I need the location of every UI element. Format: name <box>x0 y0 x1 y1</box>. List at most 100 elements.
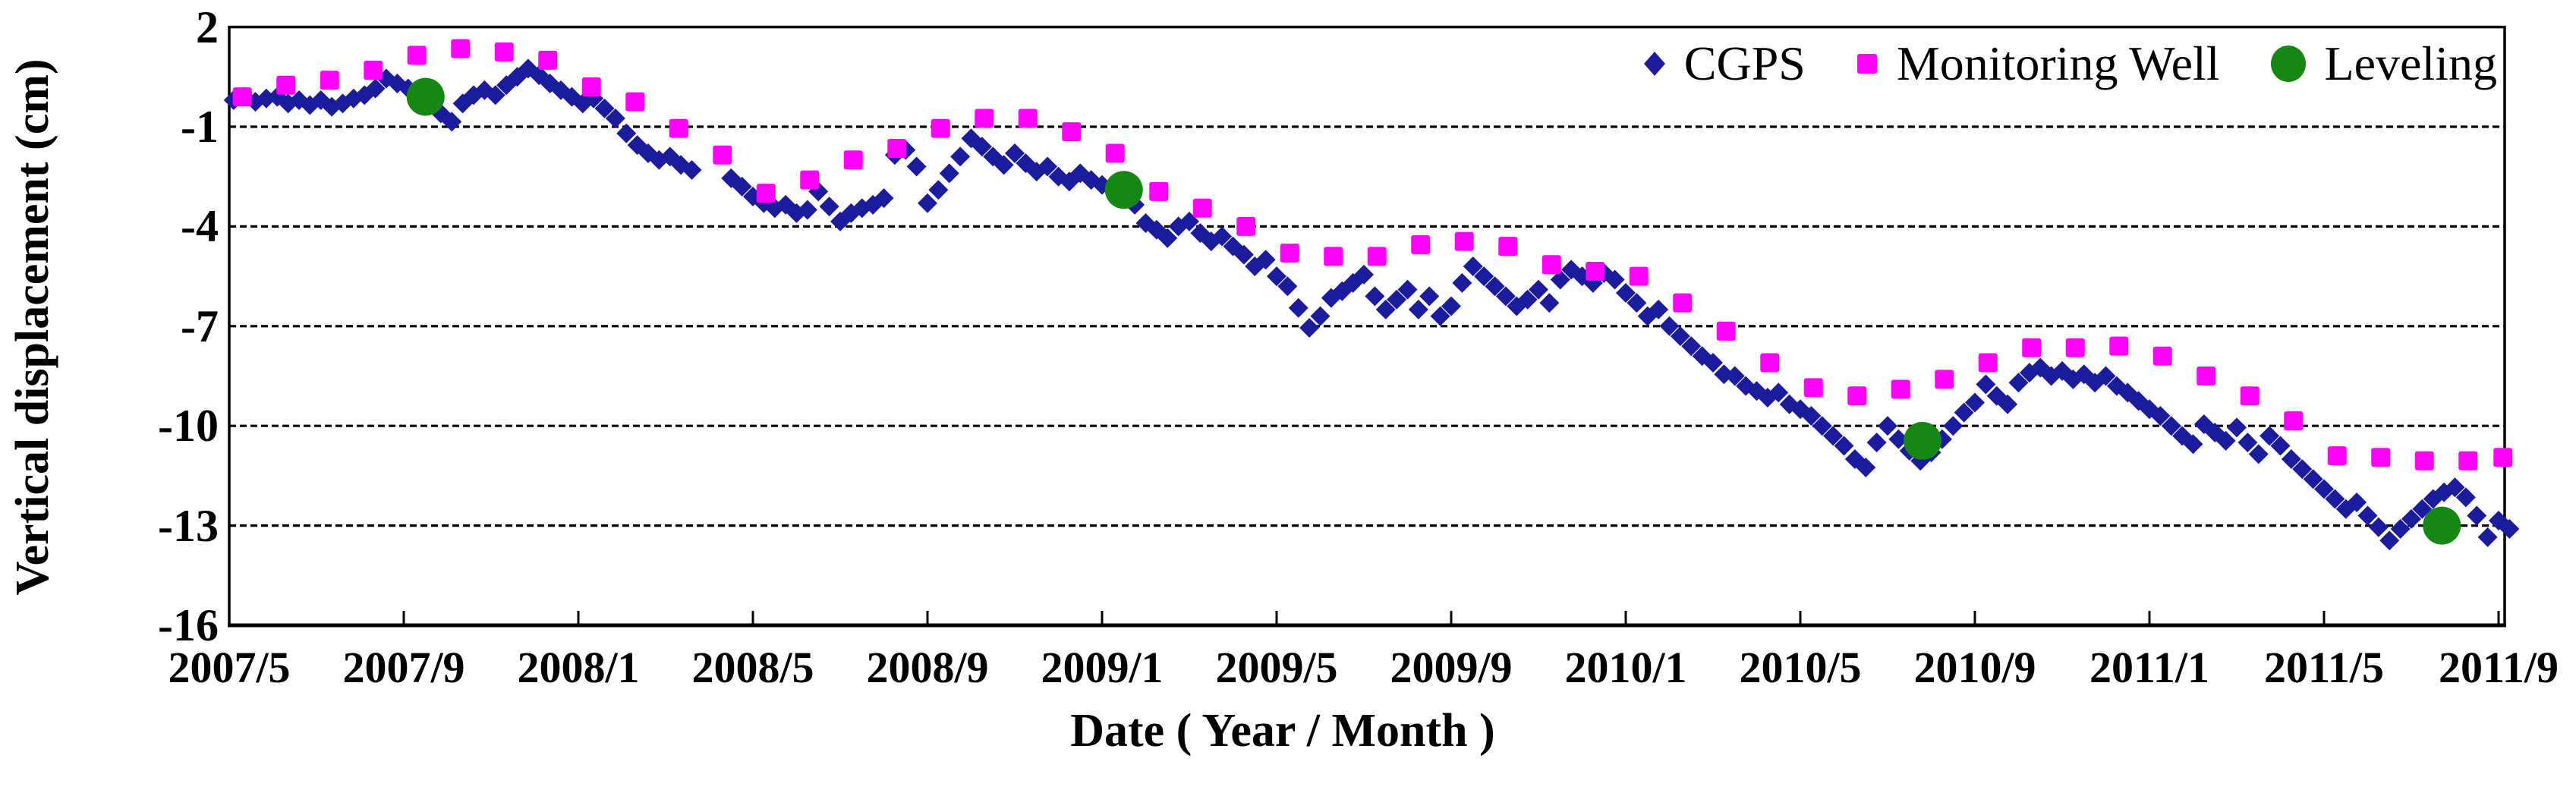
data-point-square <box>1847 386 1867 406</box>
data-point-diamond <box>584 88 604 109</box>
data-point-diamond <box>2401 508 2421 529</box>
data-point-diamond <box>485 85 505 105</box>
y-tick-label: -7 <box>181 301 219 351</box>
data-series-layer <box>223 39 2520 551</box>
data-point-circle <box>406 77 445 116</box>
data-point-diamond <box>2357 505 2378 526</box>
data-point-square <box>494 42 514 61</box>
data-point-diamond <box>2248 444 2269 464</box>
data-point-diamond <box>1267 266 1286 287</box>
data-point-diamond <box>1659 316 1680 336</box>
y-tick-label: -1 <box>181 102 219 152</box>
data-point-diamond <box>1539 293 1560 313</box>
legend-label-monitoring-well: Monitoring Well <box>1896 36 2220 90</box>
data-point-square <box>2493 448 2513 467</box>
data-point-diamond <box>2096 366 2116 386</box>
data-point-square <box>2327 446 2347 466</box>
data-point-diamond <box>2499 518 2520 539</box>
leveling-circle-icon <box>2270 46 2306 82</box>
data-point-diamond <box>1452 272 1472 293</box>
data-point-square <box>2284 411 2304 431</box>
data-point-square <box>2371 448 2391 467</box>
x-tick-label: 2008/5 <box>691 643 814 692</box>
y-tick-label: -4 <box>181 201 219 252</box>
data-point-diamond <box>1157 228 1178 248</box>
data-point-diamond <box>994 155 1014 175</box>
data-point-diamond <box>551 80 571 100</box>
data-point-square <box>1542 255 1561 275</box>
data-point-square <box>2065 338 2085 357</box>
data-point-square <box>669 118 688 138</box>
data-point-square <box>2022 338 2042 357</box>
data-point-diamond <box>1387 289 1407 310</box>
data-point-square <box>1149 181 1169 201</box>
data-point-diamond <box>1812 416 1832 436</box>
data-point-diamond <box>2379 530 2400 551</box>
data-point-diamond <box>1005 143 1025 164</box>
data-point-diamond <box>1408 299 1428 319</box>
data-point-square <box>887 138 907 158</box>
data-point-square <box>2197 367 2216 385</box>
data-point-square <box>1978 353 1998 373</box>
data-point-diamond <box>1354 264 1374 285</box>
x-tick-label: 2010/5 <box>1739 643 1862 692</box>
data-point-diamond <box>1856 457 1876 477</box>
x-tick-label: 2008/1 <box>517 643 640 692</box>
x-axis-title: Date ( Year / Month ) <box>1070 705 1495 757</box>
data-point-diamond <box>1823 426 1844 446</box>
x-tick-label: 2011/1 <box>2089 643 2209 692</box>
data-point-diamond <box>256 88 276 109</box>
data-point-diamond <box>1430 306 1450 326</box>
data-point-square <box>1716 321 1736 341</box>
data-point-diamond <box>1397 279 1418 300</box>
data-point-diamond <box>1495 286 1516 307</box>
data-point-diamond <box>874 188 894 209</box>
data-point-square <box>320 71 339 90</box>
data-point-diamond <box>2455 487 2476 508</box>
data-point-square <box>1760 353 1780 373</box>
legend-item-leveling: Leveling <box>2269 30 2497 97</box>
series-cgps <box>223 58 2520 551</box>
x-tick-label: 2011/9 <box>2439 643 2559 692</box>
data-point-square <box>1673 293 1693 313</box>
data-point-diamond <box>2292 459 2313 480</box>
data-point-diamond <box>616 123 637 143</box>
data-point-square <box>276 75 296 95</box>
legend-label-leveling: Leveling <box>2324 36 2497 90</box>
x-tick-label: 2009/9 <box>1390 643 1513 692</box>
data-point-diamond <box>1550 269 1570 290</box>
data-point-square <box>1367 247 1387 266</box>
data-point-diamond <box>2314 479 2334 499</box>
data-point-diamond <box>1255 250 1276 270</box>
data-point-square <box>843 150 863 170</box>
data-point-diamond <box>1299 317 1320 338</box>
data-point-diamond <box>918 193 937 213</box>
x-tick-label: 2010/9 <box>1913 643 2036 692</box>
axis-ticks-layer <box>228 611 2500 625</box>
data-point-diamond <box>1998 394 2018 414</box>
data-point-circle <box>2423 506 2461 545</box>
data-point-square <box>931 118 950 138</box>
x-tick-label: 2009/1 <box>1041 643 1164 692</box>
data-point-diamond <box>1834 436 1854 456</box>
data-point-square <box>2458 451 2478 470</box>
data-point-square <box>2152 346 2172 366</box>
data-point-square <box>1411 234 1431 254</box>
data-point-square <box>407 46 427 65</box>
data-point-diamond <box>2368 517 2389 537</box>
data-point-square <box>713 145 732 165</box>
data-point-diamond <box>2477 527 2498 547</box>
data-point-diamond <box>1965 392 1985 413</box>
data-point-diamond <box>1627 293 1647 313</box>
data-point-diamond <box>1038 156 1058 177</box>
data-point-diamond <box>797 200 817 220</box>
data-point-diamond <box>2237 433 2258 453</box>
data-point-diamond <box>1703 352 1723 373</box>
data-point-diamond <box>1757 387 1778 408</box>
data-point-diamond <box>1517 289 1538 310</box>
data-point-square <box>364 61 383 80</box>
data-point-square <box>1586 262 1605 282</box>
chart-legend: CGPS Monitoring Well Leveling <box>1642 30 2497 97</box>
data-point-diamond <box>1976 374 1996 395</box>
